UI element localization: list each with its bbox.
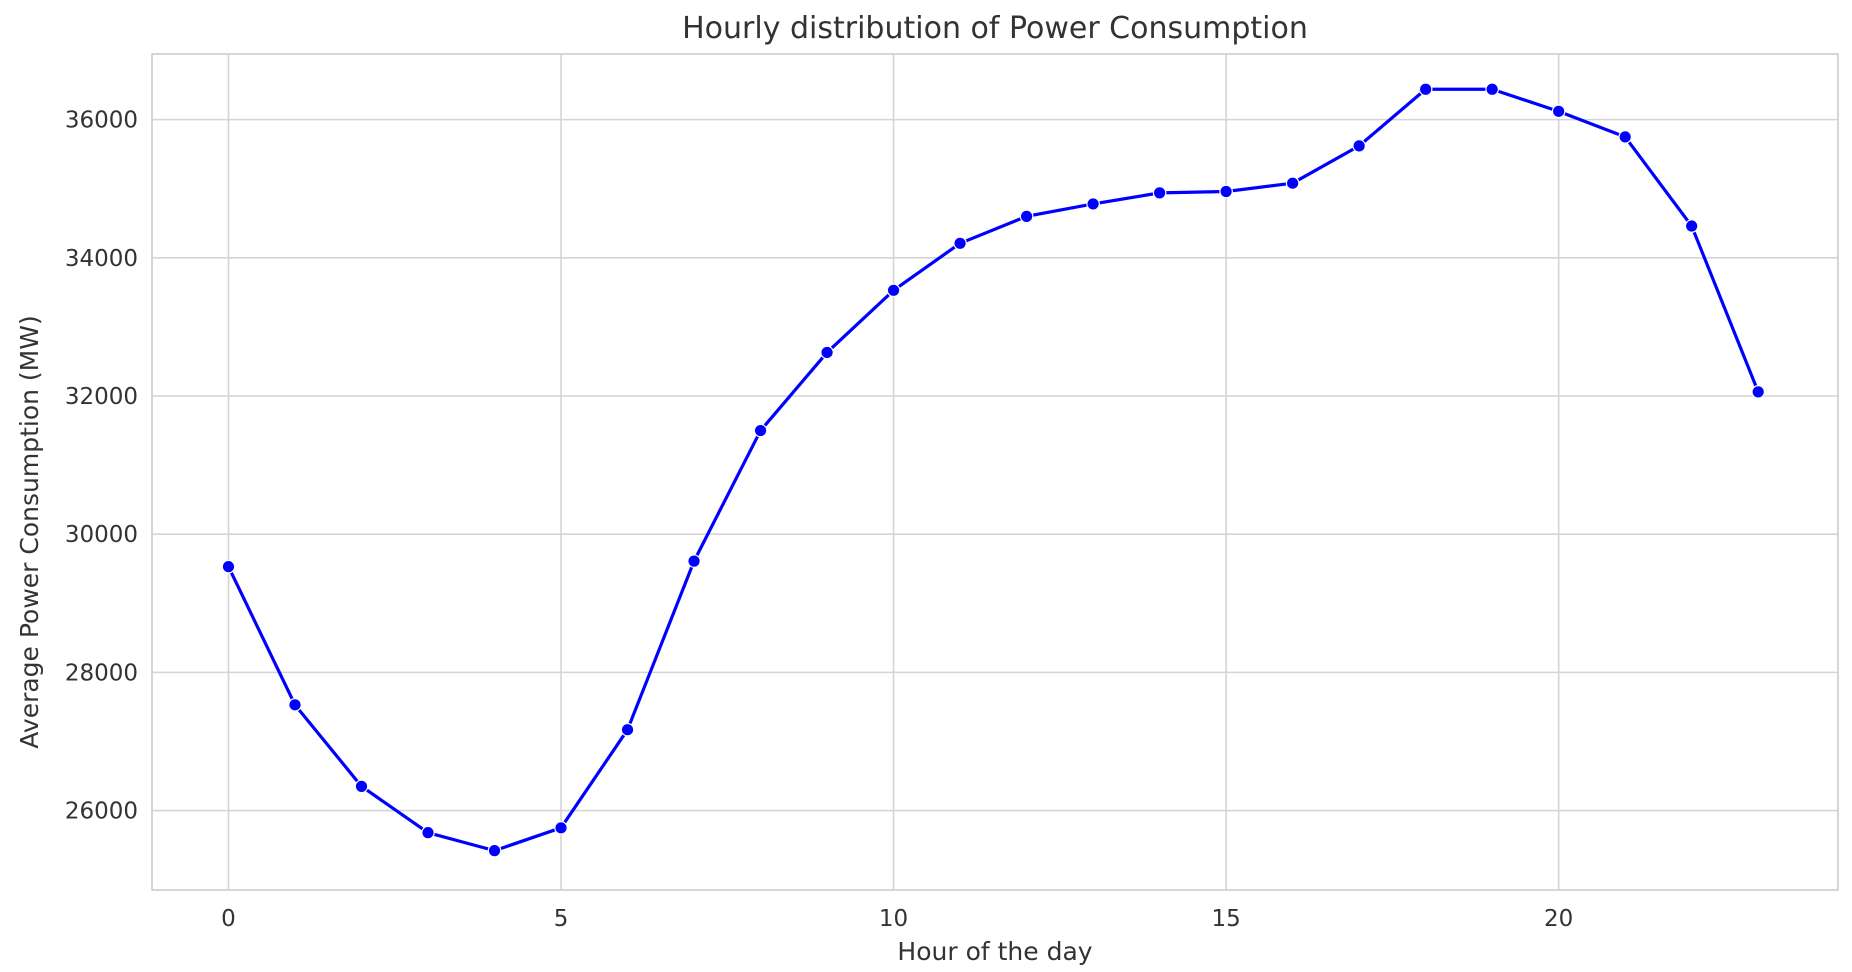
data-point <box>620 722 635 737</box>
data-point <box>687 554 701 568</box>
tick-labels: 0 5 10 15 20 26000 28000 30000 32000 34000 36000 <box>65 108 1573 932</box>
plot-frame <box>151 53 1839 891</box>
y-tick-label: 28000 <box>65 660 138 686</box>
data-point <box>1485 82 1499 97</box>
data-point <box>1551 104 1566 119</box>
y-tick-label: 34000 <box>65 246 138 272</box>
data-point <box>1086 197 1100 211</box>
data-point <box>354 779 369 794</box>
x-axis-label: Hour of the day <box>897 937 1092 966</box>
data-point <box>288 698 302 712</box>
data-point <box>1418 82 1433 97</box>
data-point <box>953 236 967 251</box>
y-tick-label: 32000 <box>65 384 138 410</box>
data-point <box>1152 186 1167 200</box>
data-point <box>1219 184 1233 199</box>
y-tick-label: 30000 <box>65 522 138 548</box>
y-tick-label: 36000 <box>65 108 138 134</box>
data-point <box>554 821 568 835</box>
y-axis-label: Average Power Consumption (MW) <box>15 315 44 748</box>
data-point <box>820 345 834 360</box>
x-tick-label: 5 <box>554 906 569 932</box>
data-point <box>1019 209 1034 224</box>
data-point <box>1684 219 1699 233</box>
data-point <box>221 559 236 574</box>
data-point <box>487 843 502 858</box>
data-series <box>221 82 1765 858</box>
data-point <box>753 423 768 438</box>
x-tick-label: 15 <box>1211 906 1240 932</box>
series-line <box>227 87 1760 853</box>
data-point <box>886 283 901 298</box>
data-point <box>421 825 435 840</box>
x-tick-label: 10 <box>879 906 908 932</box>
grid-lines <box>152 54 1838 890</box>
data-point <box>1285 176 1300 190</box>
data-point <box>1751 385 1765 399</box>
chart-title: Hourly distribution of Power Consumption <box>682 11 1308 46</box>
data-point <box>1618 130 1632 144</box>
x-tick-label: 0 <box>221 906 236 932</box>
x-tick-label: 20 <box>1544 906 1573 932</box>
y-tick-label: 26000 <box>65 799 138 825</box>
data-point <box>1352 139 1366 153</box>
